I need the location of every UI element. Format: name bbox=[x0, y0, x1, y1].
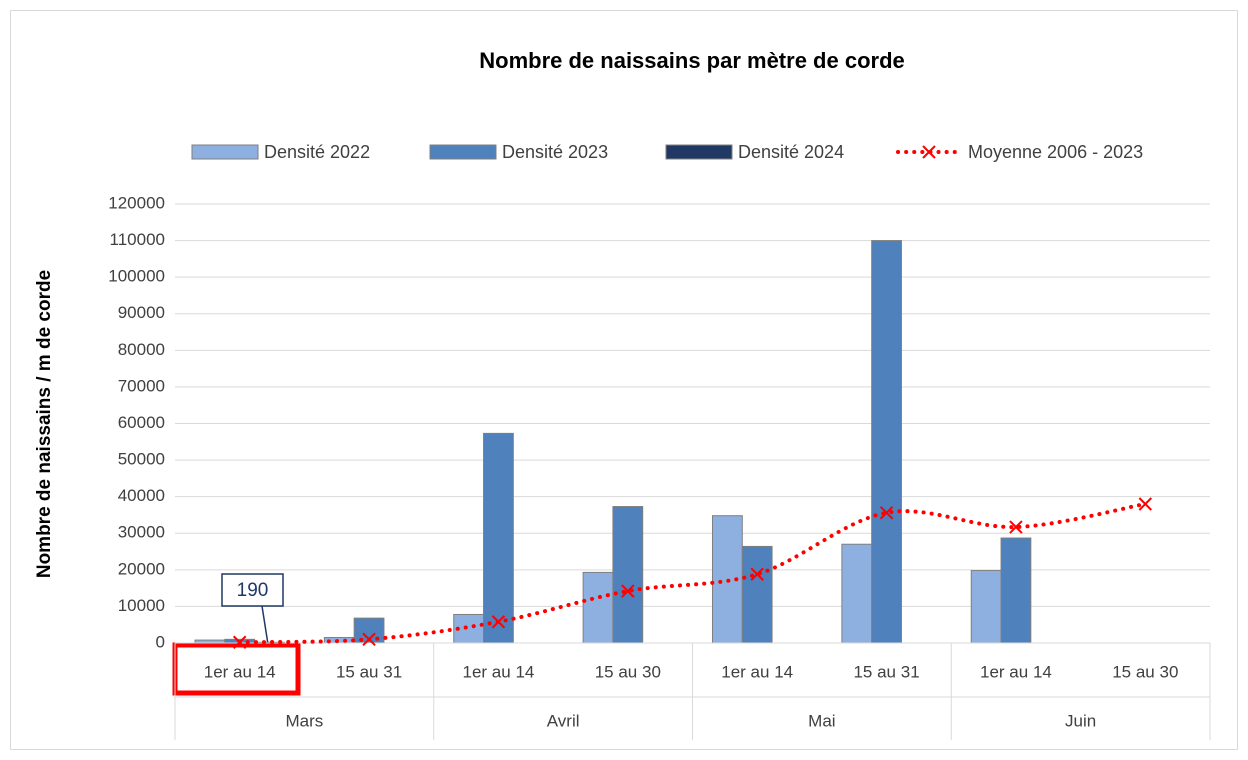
x-tick-label: 15 au 31 bbox=[853, 662, 919, 681]
callout-leader bbox=[261, 605, 269, 643]
y-tick-label: 0 bbox=[156, 632, 165, 651]
y-tick-label: 80000 bbox=[118, 340, 165, 359]
x-tick-label: 15 au 30 bbox=[1112, 662, 1178, 681]
line-marker bbox=[750, 567, 764, 581]
y-tick-label: 120000 bbox=[108, 193, 165, 212]
group-label: Avril bbox=[547, 711, 580, 730]
x-tick-label: 1er au 14 bbox=[463, 662, 535, 681]
y-tick-label: 60000 bbox=[118, 413, 165, 432]
x-tick-label: 15 au 31 bbox=[336, 662, 402, 681]
bar bbox=[483, 432, 514, 644]
legend-swatch bbox=[665, 144, 733, 160]
y-tick-label: 10000 bbox=[118, 596, 165, 615]
y-tick-label: 70000 bbox=[118, 376, 165, 395]
y-axis-label: Nombre de naissains / m de corde bbox=[34, 270, 55, 578]
y-tick-label: 40000 bbox=[118, 486, 165, 505]
x-tick-label: 1er au 14 bbox=[721, 662, 793, 681]
bar bbox=[582, 571, 614, 644]
bar bbox=[1000, 537, 1032, 644]
group-label: Juin bbox=[1065, 711, 1096, 730]
x-tick-label: 1er au 14 bbox=[204, 662, 276, 681]
group-label: Mai bbox=[808, 711, 835, 730]
y-tick-label: 110000 bbox=[110, 230, 165, 249]
legend-label: Moyenne 2006 - 2023 bbox=[968, 142, 1143, 162]
legend-swatch bbox=[429, 144, 497, 160]
legend-label: Densité 2023 bbox=[502, 142, 608, 162]
x-tick-label: 1er au 14 bbox=[980, 662, 1052, 681]
y-tick-label: 100000 bbox=[108, 267, 165, 286]
line-marker bbox=[879, 506, 894, 520]
bar bbox=[741, 545, 773, 644]
line-marker bbox=[491, 615, 506, 629]
bar bbox=[612, 506, 644, 644]
callout-box bbox=[221, 573, 284, 607]
line-series bbox=[237, 501, 1148, 645]
x-tick-label: 15 au 30 bbox=[595, 662, 661, 681]
legend-marker bbox=[922, 145, 936, 159]
legend-swatch bbox=[191, 144, 259, 160]
data-label: 190 bbox=[237, 580, 269, 601]
y-tick-label: 90000 bbox=[118, 303, 165, 322]
bar bbox=[841, 543, 873, 644]
bar bbox=[871, 240, 902, 644]
chart-title: Nombre de naissains par mètre de corde bbox=[479, 48, 905, 73]
line-marker bbox=[362, 632, 376, 647]
bar bbox=[970, 570, 1002, 644]
line-marker bbox=[621, 584, 635, 598]
line-marker bbox=[1009, 520, 1023, 534]
legend-label: Densité 2022 bbox=[264, 142, 370, 162]
line-marker bbox=[1138, 497, 1153, 511]
line-marker bbox=[232, 635, 247, 649]
group-label: Mars bbox=[285, 711, 323, 730]
y-tick-label: 30000 bbox=[118, 523, 165, 542]
y-tick-label: 50000 bbox=[118, 450, 165, 469]
legend-label: Densité 2024 bbox=[738, 142, 844, 162]
y-tick-label: 20000 bbox=[118, 559, 165, 578]
